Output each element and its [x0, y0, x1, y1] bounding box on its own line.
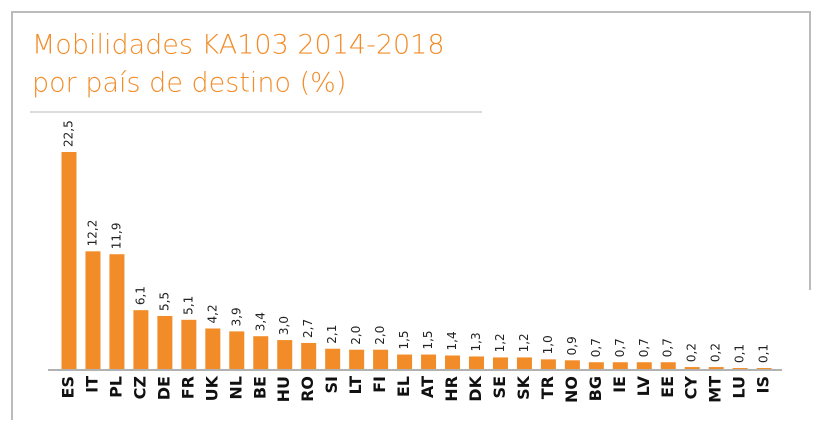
- bar: [85, 251, 101, 369]
- x-tick-label: BE: [250, 376, 269, 399]
- value-label: 3,9: [229, 307, 243, 326]
- bar: [492, 357, 508, 369]
- x-tick-label: TR: [538, 376, 557, 399]
- bar: [157, 315, 173, 369]
- value-label: 1,2: [493, 333, 507, 352]
- x-tick-label: RO: [298, 376, 317, 402]
- x-tick-label: CZ: [130, 376, 149, 399]
- bar: [588, 362, 604, 369]
- value-label: 1,4: [445, 331, 459, 350]
- x-tick-label: IE: [610, 376, 629, 393]
- value-label: 11,9: [109, 223, 123, 250]
- bar: [732, 368, 748, 369]
- bar: [612, 362, 628, 369]
- value-label: 0,1: [757, 344, 771, 363]
- bar: [684, 367, 700, 369]
- x-tick-label: NO: [562, 376, 581, 403]
- bar: [301, 342, 317, 369]
- value-label: 4,2: [205, 304, 219, 323]
- x-tick-label: DK: [466, 375, 485, 401]
- x-tick-label: SI: [322, 376, 341, 393]
- value-label: 1,0: [541, 335, 555, 354]
- value-label: 1,2: [517, 333, 531, 352]
- chart-title: Mobilidades KA103 2014-2018: [32, 30, 445, 61]
- value-label: 0,7: [637, 338, 651, 357]
- bar: [109, 254, 125, 369]
- bar: [325, 348, 341, 369]
- x-tick-label: BG: [586, 376, 605, 401]
- x-tick-label: IS: [754, 376, 773, 393]
- value-label: 6,1: [133, 286, 147, 305]
- bar: [205, 328, 221, 369]
- value-label: 3,0: [277, 316, 291, 335]
- x-tick-label: MT: [706, 376, 725, 403]
- value-label: 0,9: [565, 336, 579, 355]
- value-label: 1,5: [421, 330, 435, 349]
- chart-title: por país de destino (%): [32, 68, 346, 99]
- value-label: 0,2: [709, 343, 723, 362]
- x-tick-label: LT: [346, 376, 365, 395]
- bar: [660, 362, 676, 369]
- bar: [516, 357, 532, 369]
- x-tick-label: FI: [370, 376, 389, 393]
- x-tick-label: PL: [106, 376, 125, 398]
- bar: [540, 359, 556, 369]
- x-tick-label: HR: [442, 376, 461, 402]
- x-tick-label: IT: [82, 376, 101, 393]
- value-label: 1,3: [469, 332, 483, 351]
- bar: [564, 360, 580, 369]
- x-tick-label: HU: [274, 376, 293, 402]
- value-label: 12,2: [85, 220, 99, 247]
- value-label: 5,1: [181, 296, 195, 315]
- bar: [421, 354, 437, 369]
- value-label: 0,7: [589, 338, 603, 357]
- bar: [445, 355, 461, 369]
- bar: [61, 152, 77, 369]
- value-label: 3,4: [253, 312, 267, 331]
- x-tick-label: LU: [730, 376, 749, 399]
- value-label: 0,7: [661, 338, 675, 357]
- x-tick-label: LV: [634, 375, 653, 396]
- x-tick-label: SE: [490, 376, 509, 398]
- x-tick-label: DE: [154, 376, 173, 400]
- bar: [636, 362, 652, 369]
- bar: [253, 336, 269, 369]
- bar: [373, 349, 389, 369]
- bar: [468, 356, 484, 369]
- value-label: 2,0: [349, 326, 363, 345]
- bar: [397, 354, 413, 369]
- x-tick-label: FR: [178, 376, 197, 399]
- x-tick-label: CY: [682, 376, 701, 400]
- value-label: 0,1: [733, 344, 747, 363]
- x-tick-label: AT: [418, 376, 437, 398]
- bar: [708, 367, 724, 369]
- bar: [756, 368, 772, 369]
- x-tick-label: EE: [658, 376, 677, 398]
- bar: [229, 331, 245, 369]
- x-tick-label: EL: [394, 376, 413, 397]
- value-label: 1,5: [397, 330, 411, 349]
- value-label: 2,7: [301, 319, 315, 338]
- value-label: 0,7: [613, 338, 627, 357]
- value-label: 5,5: [157, 292, 171, 311]
- value-label: 0,2: [685, 343, 699, 362]
- value-label: 2,0: [373, 326, 387, 345]
- x-tick-label: SK: [514, 375, 533, 400]
- frame: [11, 11, 811, 420]
- bar: [277, 340, 293, 369]
- x-tick-label: NL: [226, 376, 245, 400]
- bar: [133, 310, 149, 369]
- bar: [181, 319, 197, 369]
- x-tick-label: UK: [202, 375, 221, 401]
- x-tick-label: ES: [59, 376, 78, 398]
- value-label: 22,5: [62, 120, 76, 147]
- bar: [349, 349, 365, 369]
- value-label: 2,1: [325, 325, 339, 344]
